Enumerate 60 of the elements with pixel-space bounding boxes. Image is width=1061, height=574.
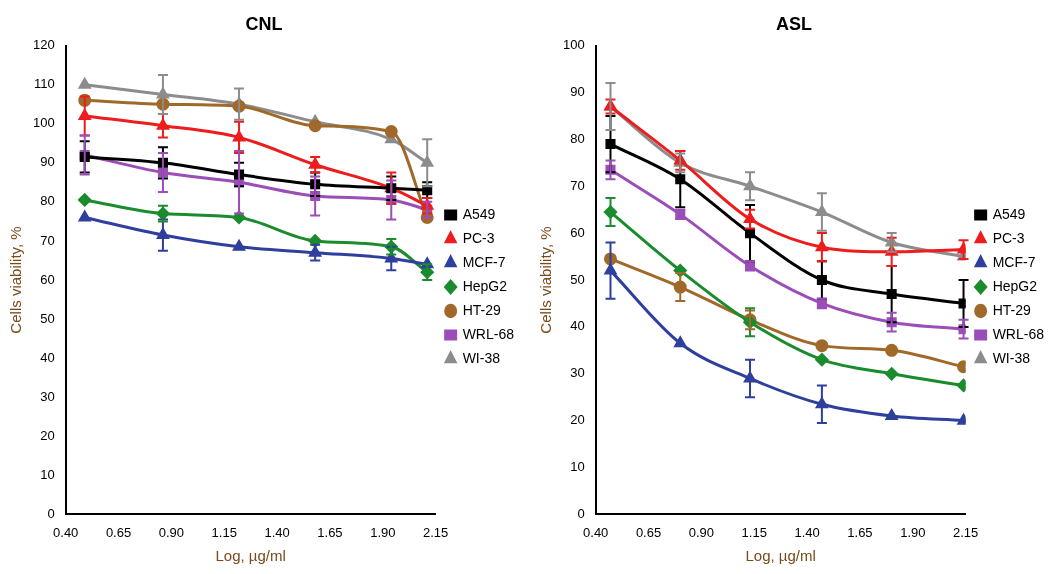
x-tick-label: 0.65: [105, 524, 132, 540]
chart-title: ASL: [776, 13, 812, 34]
y-tick-label: 50: [570, 271, 585, 287]
y-axis-title: Cells viability, %: [537, 226, 555, 334]
y-tick-label: 60: [40, 271, 55, 287]
y-tick-label: 0: [47, 505, 55, 521]
x-tick-label: 0.90: [688, 524, 715, 540]
y-tick-label: 120: [32, 37, 55, 53]
legend-label: A549: [992, 205, 1026, 222]
y-tick-label: 90: [40, 154, 55, 170]
legend-label: HepG2: [462, 277, 508, 294]
x-tick-label: 1.40: [264, 524, 290, 540]
legend-label: A549: [462, 205, 496, 222]
x-tick-label: 1.90: [370, 524, 396, 540]
y-tick-label: 30: [570, 365, 585, 381]
y-tick-label: 20: [570, 412, 585, 428]
y-tick-label: 10: [40, 466, 55, 482]
x-axis-title: Log, µg/ml: [215, 547, 286, 565]
x-tick-label: 0.90: [158, 524, 185, 540]
legend-label: PC-3: [992, 229, 1025, 246]
x-tick-label: 1.65: [317, 524, 343, 540]
y-tick-label: 40: [40, 349, 55, 365]
x-tick-label: 0.40: [583, 524, 609, 540]
legend-label: PC-3: [462, 229, 495, 246]
y-tick-label: 100: [562, 37, 585, 53]
y-tick-label: 10: [570, 459, 585, 475]
legend-label: HT-29: [462, 301, 501, 318]
y-tick-label: 80: [570, 130, 585, 146]
x-tick-label: 1.65: [847, 524, 873, 540]
x-tick-label: 0.65: [635, 524, 662, 540]
y-tick-label: 70: [40, 232, 55, 248]
x-tick-label: 0.40: [53, 524, 79, 540]
y-tick-label: 0: [577, 505, 585, 521]
y-tick-label: 60: [570, 224, 585, 240]
x-tick-label: 2.15: [423, 524, 449, 540]
x-tick-label: 1.15: [211, 524, 237, 540]
legend-label: MCF-7: [992, 253, 1036, 270]
y-tick-label: 100: [32, 115, 55, 131]
y-tick-label: 40: [570, 318, 585, 334]
y-tick-label: 80: [40, 193, 55, 209]
legend-label: WRL-68: [992, 325, 1045, 342]
y-tick-label: 70: [570, 177, 585, 193]
y-tick-label: 20: [40, 427, 55, 443]
y-tick-label: 90: [570, 84, 585, 100]
x-tick-label: 1.15: [741, 524, 767, 540]
legend-label: WRL-68: [462, 325, 515, 342]
legend-label: HT-29: [992, 301, 1031, 318]
legend-label: WI-38: [462, 349, 501, 366]
y-tick-label: 30: [40, 388, 55, 404]
y-tick-label: 110: [33, 76, 55, 92]
x-tick-label: 2.15: [953, 524, 979, 540]
legend-label: WI-38: [992, 349, 1031, 366]
x-axis-title: Log, µg/ml: [745, 547, 816, 565]
legend-label: HepG2: [992, 277, 1038, 294]
x-tick-label: 1.40: [794, 524, 820, 540]
legend-label: MCF-7: [462, 253, 506, 270]
x-tick-label: 1.90: [900, 524, 926, 540]
y-axis-title: Cells viability, %: [7, 226, 25, 334]
y-tick-label: 50: [40, 310, 55, 326]
chart-title: CNL: [245, 13, 283, 34]
